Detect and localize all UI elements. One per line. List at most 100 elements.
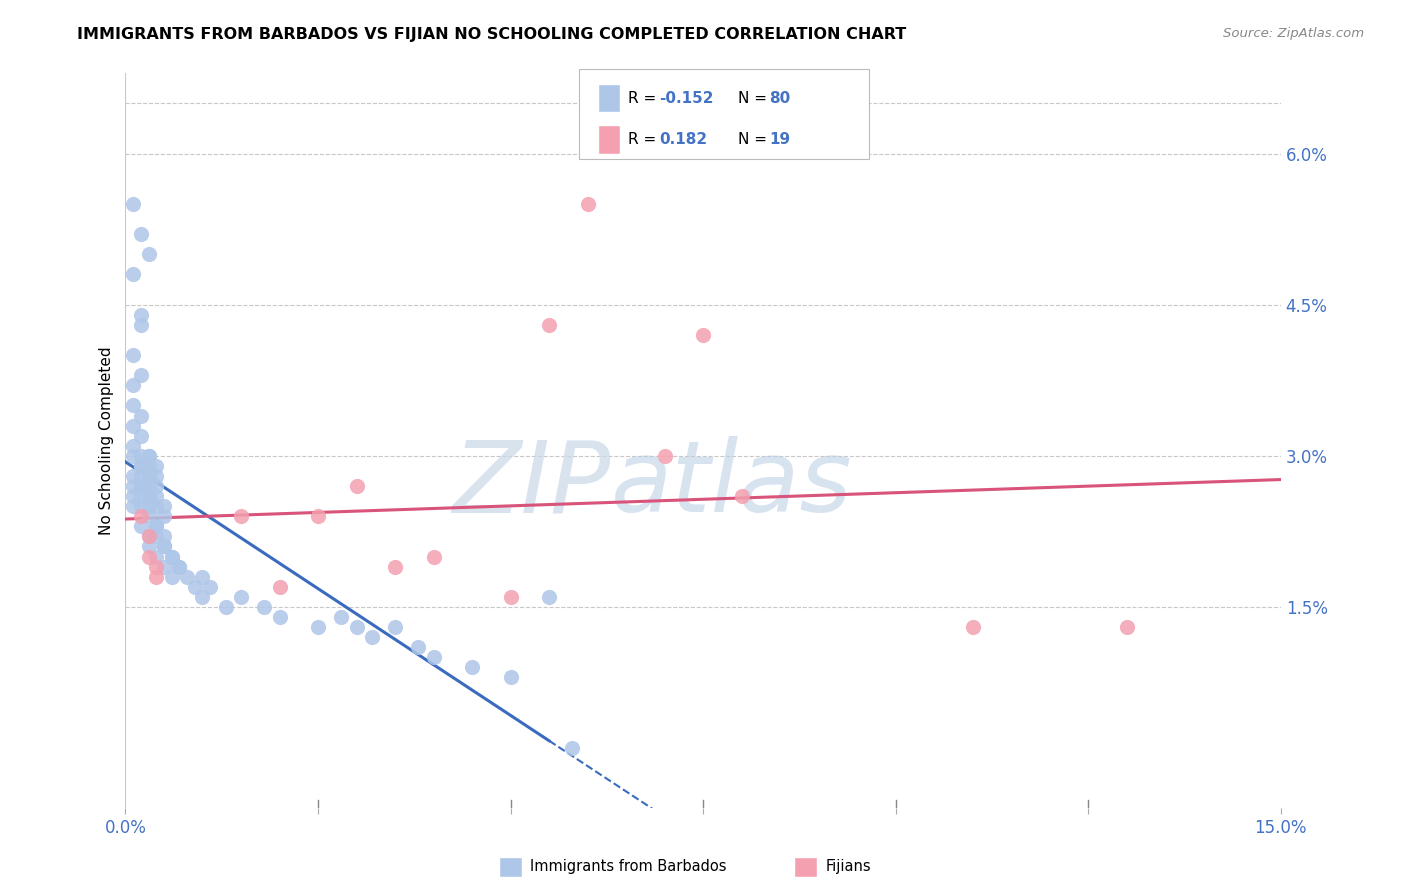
Point	[122, 348, 145, 362]
Point	[962, 620, 984, 634]
Point	[346, 620, 368, 634]
Text: 0.182: 0.182	[659, 132, 707, 147]
Point	[145, 559, 167, 574]
Point	[406, 640, 429, 655]
Point	[129, 479, 152, 493]
Point	[129, 519, 152, 533]
Point	[138, 499, 160, 513]
Text: R =: R =	[628, 132, 662, 147]
Point	[153, 529, 176, 543]
Point	[129, 509, 152, 524]
Point	[229, 590, 252, 604]
Point	[422, 549, 444, 564]
Point	[692, 327, 714, 342]
Point	[138, 247, 160, 261]
Point	[1115, 620, 1137, 634]
Text: IMMIGRANTS FROM BARBADOS VS FIJIAN NO SCHOOLING COMPLETED CORRELATION CHART: IMMIGRANTS FROM BARBADOS VS FIJIAN NO SC…	[77, 27, 907, 42]
Point	[145, 479, 167, 493]
Point	[129, 449, 152, 463]
Point	[122, 399, 145, 413]
Point	[122, 449, 145, 463]
Text: Immigrants from Barbados: Immigrants from Barbados	[530, 859, 727, 873]
Point	[138, 549, 160, 564]
Point	[184, 580, 207, 594]
Point	[138, 449, 160, 463]
Y-axis label: No Schooling Completed: No Schooling Completed	[100, 346, 114, 535]
Point	[129, 479, 152, 493]
Point	[160, 570, 183, 584]
Point	[138, 540, 160, 554]
Point	[269, 610, 291, 624]
Point	[145, 489, 167, 503]
Point	[145, 519, 167, 533]
Point	[129, 318, 152, 332]
Point	[538, 590, 561, 604]
Point	[138, 489, 160, 503]
Point	[138, 529, 160, 543]
Point	[384, 620, 406, 634]
Point	[160, 549, 183, 564]
Point	[122, 469, 145, 483]
Point	[138, 449, 160, 463]
Point	[145, 529, 167, 543]
Text: atlas: atlas	[610, 436, 852, 533]
Point	[461, 660, 484, 674]
Point	[145, 458, 167, 473]
Point	[129, 227, 152, 242]
Point	[330, 610, 353, 624]
Point	[169, 559, 191, 574]
Point	[129, 499, 152, 513]
Point	[122, 479, 145, 493]
Point	[169, 559, 191, 574]
Text: 80: 80	[769, 91, 790, 106]
Point	[269, 580, 291, 594]
Point	[654, 449, 676, 463]
Point	[129, 428, 152, 442]
Point	[122, 499, 145, 513]
Point	[561, 741, 583, 756]
Point	[129, 368, 152, 383]
Point	[122, 197, 145, 211]
Point	[129, 489, 152, 503]
Point	[122, 439, 145, 453]
Point	[538, 318, 561, 332]
Point	[122, 418, 145, 433]
Point	[229, 509, 252, 524]
Point	[361, 630, 384, 644]
Point	[153, 509, 176, 524]
Text: N =: N =	[738, 91, 772, 106]
Point	[576, 197, 599, 211]
Point	[384, 559, 406, 574]
Point	[122, 378, 145, 392]
Point	[307, 509, 329, 524]
Point	[160, 549, 183, 564]
Point	[129, 409, 152, 423]
Text: ZIP: ZIP	[453, 436, 610, 533]
Point	[129, 469, 152, 483]
Text: 19: 19	[769, 132, 790, 147]
Point	[422, 650, 444, 665]
Point	[253, 599, 276, 614]
Point	[138, 509, 160, 524]
Point	[200, 580, 222, 594]
Text: Fijians: Fijians	[825, 859, 870, 873]
Point	[153, 540, 176, 554]
Point	[138, 469, 160, 483]
Point	[145, 570, 167, 584]
Point	[129, 308, 152, 322]
Point	[153, 559, 176, 574]
Point	[499, 670, 522, 684]
Point	[129, 458, 152, 473]
Point	[138, 458, 160, 473]
Point	[731, 489, 754, 503]
Point	[122, 489, 145, 503]
Point	[346, 479, 368, 493]
Text: Source: ZipAtlas.com: Source: ZipAtlas.com	[1223, 27, 1364, 40]
Text: N =: N =	[738, 132, 772, 147]
Point	[191, 590, 214, 604]
Text: -0.152: -0.152	[659, 91, 714, 106]
Point	[138, 489, 160, 503]
Point	[176, 570, 198, 584]
Point	[138, 469, 160, 483]
Point	[138, 529, 160, 543]
